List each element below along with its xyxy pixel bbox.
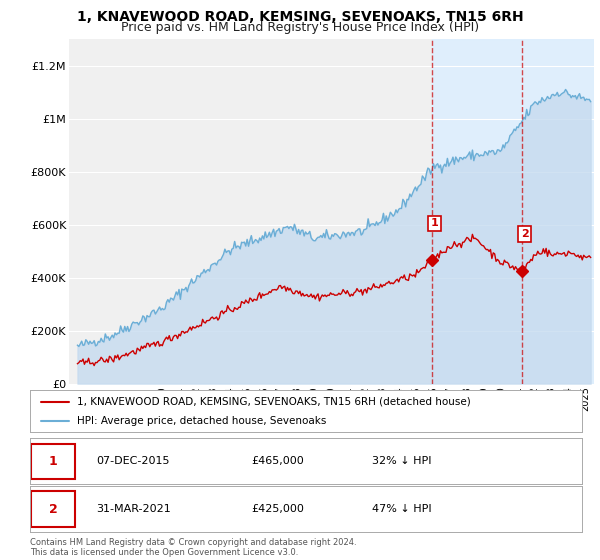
Text: 1: 1 xyxy=(430,218,438,228)
Text: 2: 2 xyxy=(49,502,58,516)
Text: £465,000: £465,000 xyxy=(251,456,304,466)
Text: HPI: Average price, detached house, Sevenoaks: HPI: Average price, detached house, Seve… xyxy=(77,416,326,426)
FancyBboxPatch shape xyxy=(31,491,75,527)
Text: 32% ↓ HPI: 32% ↓ HPI xyxy=(372,456,432,466)
Text: 47% ↓ HPI: 47% ↓ HPI xyxy=(372,504,432,514)
Text: Contains HM Land Registry data © Crown copyright and database right 2024.
This d: Contains HM Land Registry data © Crown c… xyxy=(30,538,356,557)
Text: £425,000: £425,000 xyxy=(251,504,304,514)
FancyBboxPatch shape xyxy=(31,444,75,479)
Text: 07-DEC-2015: 07-DEC-2015 xyxy=(96,456,170,466)
Text: Price paid vs. HM Land Registry's House Price Index (HPI): Price paid vs. HM Land Registry's House … xyxy=(121,21,479,34)
Text: 1, KNAVEWOOD ROAD, KEMSING, SEVENOAKS, TN15 6RH: 1, KNAVEWOOD ROAD, KEMSING, SEVENOAKS, T… xyxy=(77,10,523,24)
Text: 2: 2 xyxy=(521,229,529,239)
Text: 31-MAR-2021: 31-MAR-2021 xyxy=(96,504,171,514)
Bar xyxy=(432,39,594,384)
Text: 1: 1 xyxy=(49,455,58,468)
Text: 1, KNAVEWOOD ROAD, KEMSING, SEVENOAKS, TN15 6RH (detached house): 1, KNAVEWOOD ROAD, KEMSING, SEVENOAKS, T… xyxy=(77,396,470,407)
